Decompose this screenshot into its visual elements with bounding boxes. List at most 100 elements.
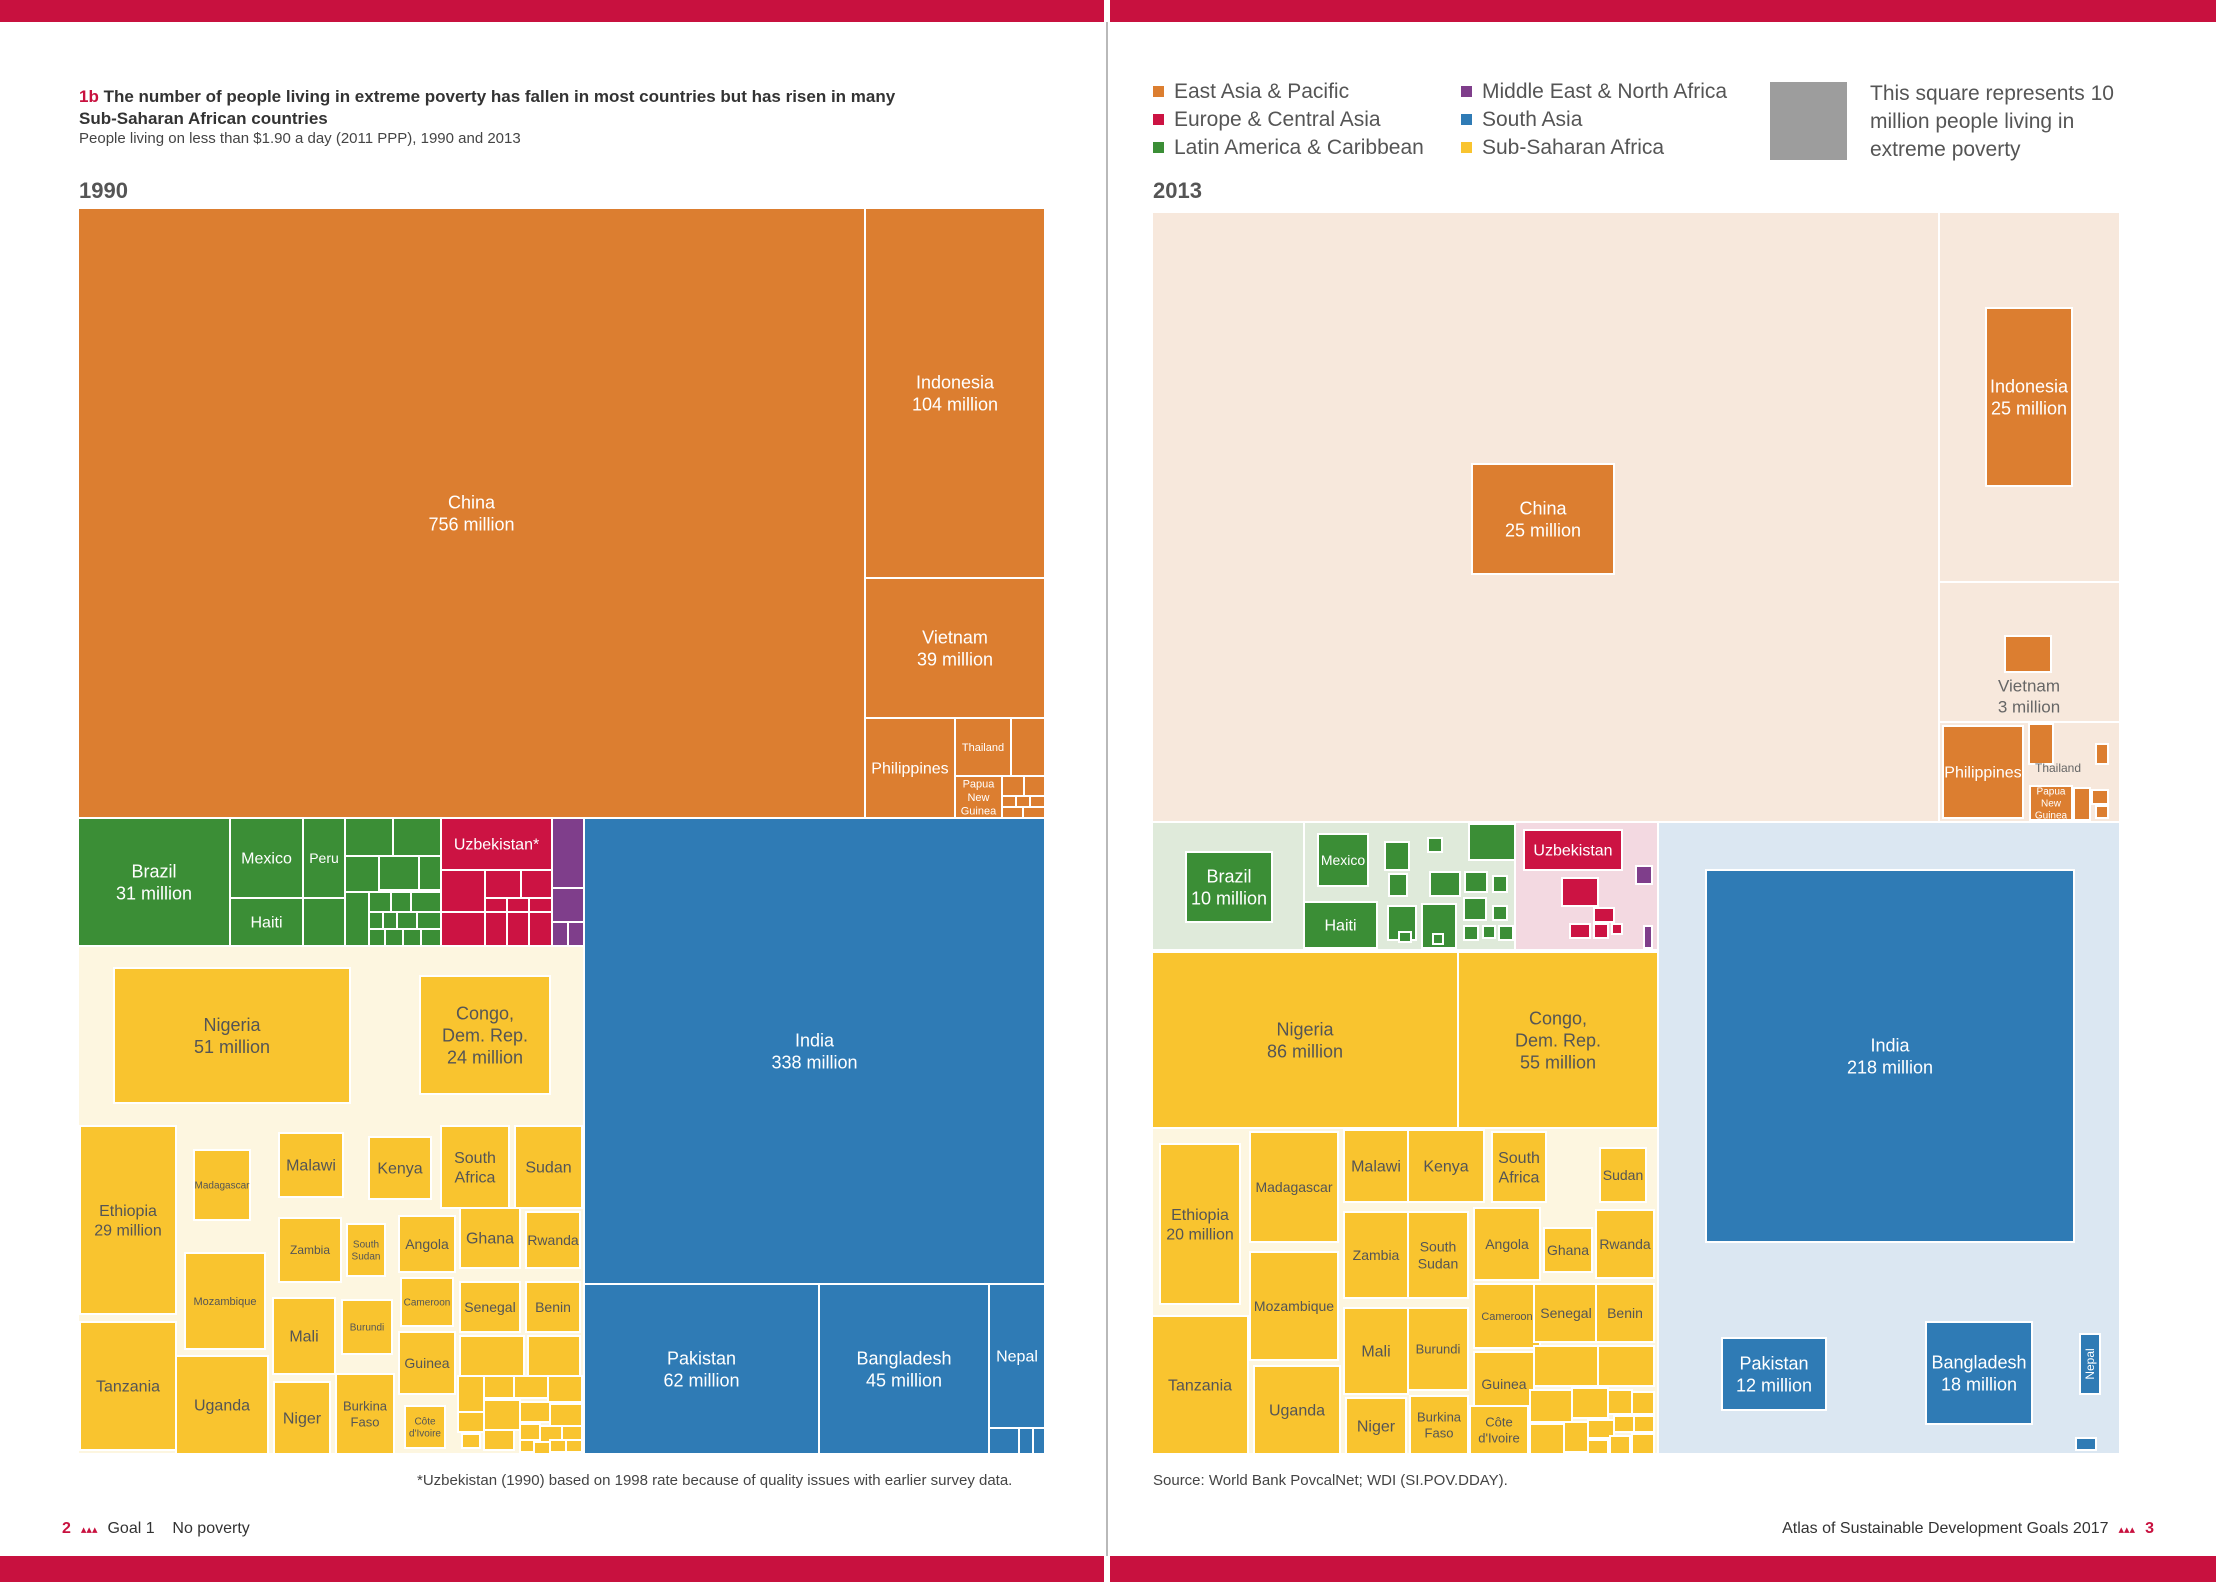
tile-indonesia xyxy=(864,208,1045,579)
tile-sudan xyxy=(514,1125,583,1209)
tile-label-philippines: Philippines xyxy=(871,761,948,778)
tile-label-south-sudan: South Sudan xyxy=(1418,1238,1458,1271)
tile-other xyxy=(1635,865,1653,885)
tile-label-thailand: Thailand xyxy=(962,742,1004,754)
tile-label-nigeria: Nigeria 51 million xyxy=(194,1015,270,1057)
goal-icon: ▴▴▴ xyxy=(2118,1524,2136,1536)
tile-c-te-d-ivoire xyxy=(1469,1405,1529,1454)
tile-other xyxy=(418,855,442,891)
tile-label-niger: Niger xyxy=(1357,1419,1396,1436)
tile-value-ethiopia: 20 million xyxy=(1166,1226,1234,1243)
tile-nigeria xyxy=(1152,951,1459,1129)
reference-note: This square represents 10 million people… xyxy=(1870,82,2114,161)
tile-other xyxy=(1464,871,1488,893)
tile-uzbekistan xyxy=(1523,829,1623,871)
tile-burundi xyxy=(341,1299,393,1355)
tile-other xyxy=(506,897,530,913)
tile-other xyxy=(533,1441,551,1454)
tile-label-benin: Benin xyxy=(1607,1305,1643,1321)
tile-other xyxy=(1387,905,1417,941)
tile-other xyxy=(392,817,442,857)
tile-label-uzbekistan: Uzbekistan* xyxy=(454,837,539,854)
tile-other xyxy=(1613,1415,1635,1433)
tile-label-burkina-faso: Burkina Faso xyxy=(343,1399,388,1430)
tile-other xyxy=(483,1399,521,1431)
treemap-1990: China 756 million Indonesia 104 million Viet… xyxy=(78,208,1045,1454)
tile-other xyxy=(1631,1391,1655,1415)
tile-label-cameroon: Cameroon xyxy=(404,1298,451,1309)
tile-other xyxy=(344,817,394,857)
tile-value-china: 756 million xyxy=(428,514,514,534)
tile-value-indonesia: 104 million xyxy=(912,394,998,414)
goal-icon: ▴▴▴ xyxy=(80,1524,98,1536)
tile-mozambique xyxy=(1249,1251,1339,1361)
tile-burkina-faso xyxy=(1409,1395,1469,1454)
tile-value-congo-dem-rep: 55 million xyxy=(1520,1052,1596,1072)
tile-other xyxy=(1587,1439,1609,1454)
tile-brazil xyxy=(78,817,231,947)
tile-label-madagascar: Madagascar xyxy=(194,1181,250,1192)
figure-title-text-2: Sub-Saharan African countries xyxy=(79,109,328,128)
tile-label-vietnam: Vietnam 3 million xyxy=(1998,677,2060,717)
tile-other xyxy=(382,911,398,930)
reference-square xyxy=(1770,82,1847,160)
tile-other xyxy=(1001,806,1024,819)
tile-kenya xyxy=(368,1136,432,1200)
tile-other xyxy=(527,1335,581,1379)
tile-pakistan xyxy=(583,1283,820,1454)
legend-swatch xyxy=(1153,142,1164,153)
tile-label-congo-dem-rep: Congo, Dem. Rep. 55 million xyxy=(1515,1008,1601,1072)
tile-other xyxy=(368,891,392,913)
tile-other xyxy=(1643,925,1653,949)
tile-other xyxy=(1498,925,1514,941)
tile-mali xyxy=(1343,1307,1409,1395)
tile-other xyxy=(2091,789,2109,805)
tile-value-vietnam: 3 million xyxy=(1998,697,2060,716)
tile-other xyxy=(459,1335,525,1379)
tile-vietnam xyxy=(864,577,1045,719)
tile-label-nepal: Nepal xyxy=(996,1349,1038,1366)
tile-label-senegal: Senegal xyxy=(1540,1305,1591,1321)
tile-other xyxy=(484,897,508,913)
tile-other xyxy=(420,928,442,947)
tile-other xyxy=(1468,823,1516,861)
tile-burundi xyxy=(1407,1307,1469,1391)
tile-label-angola: Angola xyxy=(1485,1236,1529,1252)
tile-value-brazil: 10 million xyxy=(1191,888,1267,908)
tile-other xyxy=(519,1423,541,1441)
tile-other xyxy=(1611,923,1623,935)
tile-other xyxy=(1015,795,1031,808)
tile-label-malawi: Malawi xyxy=(286,1158,336,1175)
tile-label-brazil: Brazil 10 million xyxy=(1191,866,1267,908)
tile-label-brazil: Brazil 31 million xyxy=(116,861,192,903)
tile-label-ghana: Ghana xyxy=(1547,1242,1589,1258)
tile-other xyxy=(2073,787,2091,821)
tile-other xyxy=(457,1411,485,1433)
tile-other xyxy=(1398,931,1412,943)
tile-ghana xyxy=(459,1207,521,1269)
tile-other xyxy=(483,1375,515,1399)
tile-sudan xyxy=(1599,1147,1647,1203)
tile-label-tanzania: Tanzania xyxy=(1168,1378,1232,1395)
tile-other xyxy=(520,869,553,899)
tile-kenya xyxy=(1407,1129,1485,1203)
figure-title-text: The number of people living in extreme p… xyxy=(103,87,896,106)
tile-madagascar xyxy=(1249,1131,1339,1243)
tile-label-haiti: Haiti xyxy=(250,915,282,932)
page-spine xyxy=(1106,0,1108,1582)
tile-label-papua-new-guinea: Papua New Guinea xyxy=(961,778,997,817)
tile-uzbekistan xyxy=(440,817,553,871)
tile-label-c-te-d-ivoire: Côte d'Ivoire xyxy=(1478,1415,1520,1446)
tile-other xyxy=(1001,775,1025,797)
tile-other xyxy=(2028,723,2054,765)
tile-malawi xyxy=(278,1132,344,1198)
legend-swatch xyxy=(1461,114,1472,125)
page-number-left: 2 xyxy=(62,1520,71,1537)
legend-item-latin-america: Latin America & Caribbean xyxy=(1153,136,1424,160)
tile-other xyxy=(1427,837,1443,853)
tile-ethiopia xyxy=(1159,1143,1241,1305)
tile-other xyxy=(484,869,522,899)
tile-uganda xyxy=(175,1355,269,1454)
tile-burkina-faso xyxy=(335,1373,395,1454)
tile-label-angola: Angola xyxy=(405,1236,449,1252)
